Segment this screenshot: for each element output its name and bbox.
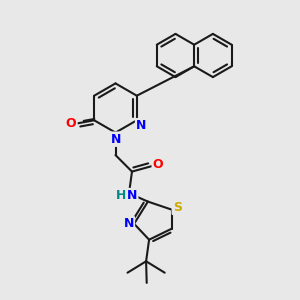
Text: N: N [124, 217, 134, 230]
Text: N: N [127, 189, 137, 202]
Text: N: N [136, 119, 146, 132]
Text: S: S [173, 201, 182, 214]
Text: O: O [153, 158, 164, 171]
Text: O: O [66, 117, 76, 130]
Text: H: H [116, 189, 126, 202]
Text: N: N [111, 133, 121, 146]
